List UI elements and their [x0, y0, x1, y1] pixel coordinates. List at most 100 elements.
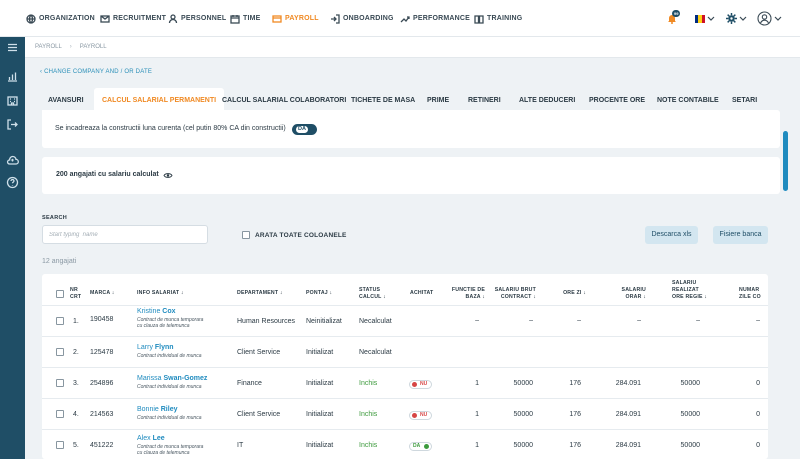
- paid-toggle[interactable]: DA: [409, 442, 432, 451]
- notifications-button[interactable]: 99: [667, 0, 681, 37]
- row-pontaj: Initializat: [306, 380, 334, 387]
- nav-time[interactable]: TIME: [230, 0, 261, 37]
- col-functie-de-baza[interactable]: FUNCTIE DE BAZA ↓: [451, 287, 485, 300]
- tab-note-contabile[interactable]: NOTE CONTABILE: [657, 97, 719, 104]
- col-label: STATUS CALCUL: [359, 287, 382, 300]
- contract-clause: cu clauza de telemunca: [137, 450, 190, 456]
- row-departament: Client Service: [237, 349, 281, 356]
- table-row[interactable]: 5. 451222 Alex Lee Contract de munca tem…: [42, 429, 768, 459]
- row-marca: 214563: [90, 411, 114, 418]
- logout-icon[interactable]: [6, 118, 19, 131]
- tab-alte-deduceri[interactable]: ALTE DEDUCERI: [519, 97, 576, 104]
- nav-onboarding[interactable]: ONBOARDING: [330, 0, 394, 37]
- col-marca[interactable]: MARCA ↓: [90, 290, 115, 296]
- employee-name-link[interactable]: Bonnie Riley: [137, 406, 177, 413]
- tab-procente-ore[interactable]: PROCENTE ORE: [589, 97, 646, 104]
- col-status-calcul[interactable]: STATUS CALCUL ↓: [359, 287, 386, 300]
- col-salariu-realizat-ore-regie[interactable]: SALARIU REALIZAT ORE REGIE ↓: [672, 280, 708, 300]
- bar-chart-icon[interactable]: [6, 70, 19, 83]
- table-row[interactable]: 1. 190458 Kristine Cox Contract de munca…: [42, 305, 768, 336]
- tab-avansuri[interactable]: AVANSURI: [48, 97, 84, 104]
- contract-type: Contract individual de munca: [137, 384, 202, 390]
- building-icon[interactable]: [6, 94, 19, 107]
- scrollbar[interactable]: [783, 131, 788, 191]
- paid-toggle[interactable]: NU: [409, 380, 432, 389]
- chevron-down-icon: [707, 16, 715, 21]
- nav-payroll[interactable]: PAYROLL: [272, 0, 319, 37]
- cloud-icon[interactable]: [6, 154, 19, 167]
- col-pontaj[interactable]: PONTAJ ↓: [306, 290, 333, 296]
- row-checkbox[interactable]: [56, 317, 64, 325]
- row-nr: 5.: [73, 442, 79, 449]
- col-salariu-brut-contract[interactable]: SALARIU BRUT CONTRACT ↓: [494, 287, 536, 300]
- col-departament[interactable]: DEPARTAMENT ↓: [237, 290, 283, 296]
- row-status: Inchis: [359, 442, 378, 449]
- summary-label: 200 angajati cu salariu calculat: [56, 171, 159, 178]
- employee-name-link[interactable]: Alex Lee: [137, 435, 165, 442]
- paid-toggle[interactable]: NU: [409, 411, 432, 420]
- login-icon: [331, 13, 340, 24]
- change-company-label: CHANGE COMPANY AND / OR DATE: [44, 69, 153, 75]
- language-selector[interactable]: [695, 0, 715, 37]
- nav-personnel[interactable]: PERSONNEL: [168, 0, 226, 37]
- last-name: Lee: [152, 435, 165, 442]
- col-ore-zi[interactable]: ORE ZI ↓: [563, 290, 586, 296]
- tab-calcul-salarial-colaboratori[interactable]: CALCUL SALARIAL COLABORATORI: [222, 97, 347, 104]
- show-all-columns-checkbox[interactable]: [242, 231, 250, 239]
- row-checkbox[interactable]: [56, 410, 64, 418]
- tab-tichete-de-masa[interactable]: TICHETE DE MASA: [351, 97, 416, 104]
- tab-setari[interactable]: SETARI: [732, 97, 758, 104]
- sidebar: [0, 37, 25, 459]
- table-row[interactable]: 2. 125478 Larry Flynn Contract individua…: [42, 336, 768, 367]
- breadcrumb-item[interactable]: PAYROLL: [35, 44, 62, 50]
- row-checkbox[interactable]: [56, 379, 64, 387]
- row-pontaj: Initializat: [306, 349, 334, 356]
- row-departament: Client Service: [237, 411, 281, 418]
- menu-icon[interactable]: [6, 41, 19, 54]
- employee-name-link[interactable]: Kristine Cox: [137, 308, 176, 315]
- nav-organization[interactable]: ORGANIZATION: [26, 0, 95, 37]
- contract-type: Contract de munca temporara: [137, 444, 204, 450]
- change-company-link[interactable]: ‹ CHANGE COMPANY AND / OR DATE: [40, 69, 152, 75]
- nav-training[interactable]: TRAINING: [474, 0, 522, 37]
- row-brut: 50000: [513, 411, 533, 418]
- row-orar: 284.091: [615, 442, 641, 449]
- bank-files-button[interactable]: Fisiere banca: [713, 226, 768, 244]
- settings-button[interactable]: [726, 0, 747, 37]
- select-all-checkbox[interactable]: [56, 290, 64, 298]
- status-dot: [412, 413, 417, 418]
- nav-performance[interactable]: PERFORMANCE: [400, 0, 470, 37]
- construction-toggle[interactable]: DA: [292, 124, 317, 135]
- table-row[interactable]: 4. 214563 Bonnie Riley Contract individu…: [42, 398, 768, 429]
- col-salariu-orar[interactable]: SALARIU ORAR ↓: [621, 287, 646, 300]
- col-label: SALARIU REALIZAT ORE REGIE: [672, 280, 703, 300]
- tab-calcul-salarial-permanenti[interactable]: CALCUL SALARIAL PERMANENTI: [94, 88, 225, 110]
- row-ore: 176: [569, 442, 581, 449]
- eye-icon[interactable]: [163, 172, 173, 179]
- employee-name-link[interactable]: Marissa Swan-Gomez: [137, 375, 207, 382]
- nav-recruitment[interactable]: RECRUITMENT: [100, 0, 166, 37]
- table-row[interactable]: 3. 254896 Marissa Swan-Gomez Contract in…: [42, 367, 768, 398]
- book-icon: [474, 14, 484, 24]
- download-xls-button[interactable]: Descarca xls: [645, 226, 698, 244]
- row-checkbox[interactable]: [56, 441, 64, 449]
- search-input[interactable]: [42, 225, 208, 244]
- tab-retineri[interactable]: RETINERI: [468, 97, 501, 104]
- nav-label: PERSONNEL: [181, 15, 227, 22]
- last-name: Flynn: [154, 344, 174, 351]
- row-checkbox[interactable]: [56, 348, 64, 356]
- user-menu[interactable]: [757, 0, 782, 37]
- last-name: Riley: [160, 406, 178, 413]
- trend-icon: [400, 15, 410, 22]
- tab-prime[interactable]: PRIME: [427, 97, 450, 104]
- show-all-columns[interactable]: ARATA TOATE COLOANELE: [242, 231, 347, 239]
- col-label: ORE ZI: [563, 290, 582, 296]
- contract-clause: cu clauza de telemunca: [137, 323, 190, 329]
- contract-type: Contract individual de munca: [137, 415, 202, 421]
- col-info-salariat[interactable]: INFO SALARIAT ↓: [137, 290, 184, 296]
- employee-table: NR CRT MARCA ↓ INFO SALARIAT ↓ DEPARTAME…: [42, 274, 768, 459]
- employee-name-link[interactable]: Larry Flynn: [137, 344, 174, 351]
- last-name: Cox: [162, 308, 176, 315]
- row-functie: 1: [475, 411, 479, 418]
- help-icon[interactable]: [6, 176, 19, 189]
